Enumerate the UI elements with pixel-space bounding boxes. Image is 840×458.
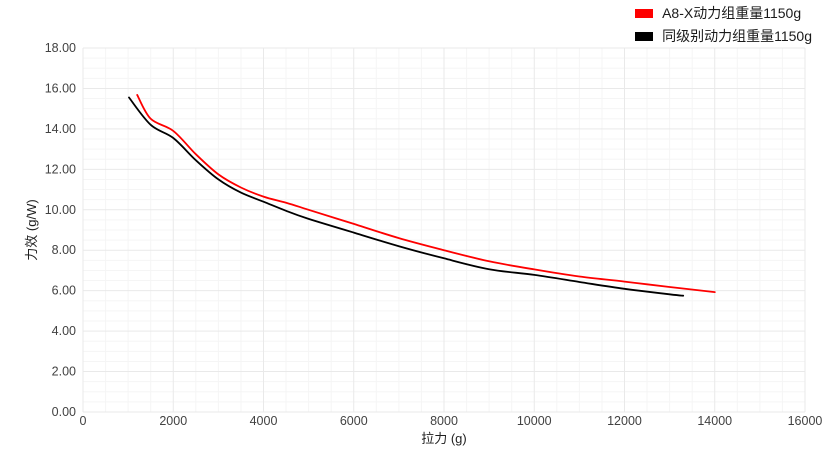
y-tick-label: 6.00 <box>52 284 76 298</box>
y-tick-label: 12.00 <box>45 162 76 176</box>
major-gridlines <box>82 47 806 413</box>
x-tick-label: 0 <box>80 414 87 428</box>
x-axis-title: 拉力 (g) <box>421 431 467 446</box>
x-tick-label: 8000 <box>430 414 458 428</box>
x-tick-label: 2000 <box>159 414 187 428</box>
x-tick-label: 16000 <box>788 414 823 428</box>
y-tick-label: 14.00 <box>45 122 76 136</box>
y-tick-label: 0.00 <box>52 405 76 419</box>
legend: A8-X动力组重量1150g 同级别动力组重量1150g <box>635 4 812 46</box>
legend-label-a8x: A8-X动力组重量1150g <box>662 5 802 21</box>
y-tick-label: 8.00 <box>52 243 76 257</box>
x-tick-label: 12000 <box>607 414 642 428</box>
y-tick-label: 2.00 <box>52 365 76 379</box>
legend-label-baseline: 同级别动力组重量1150g <box>662 28 812 44</box>
y-tick-label: 16.00 <box>45 81 76 95</box>
y-tick-label: 4.00 <box>52 324 76 338</box>
legend-swatch-red-icon <box>635 9 654 18</box>
x-tick-label: 10000 <box>517 414 552 428</box>
y-tick-label: 18.00 <box>45 41 76 55</box>
legend-item-a8x[interactable]: A8-X动力组重量1150g <box>635 4 801 23</box>
y-axis-title: 力效 (g/W) <box>24 199 39 260</box>
x-tick-label: 4000 <box>250 414 278 428</box>
x-tick-label: 14000 <box>697 414 732 428</box>
legend-item-baseline[interactable]: 同级别动力组重量1150g <box>635 27 812 46</box>
legend-swatch-black-icon <box>635 32 654 41</box>
series-curve-0 <box>136 94 716 293</box>
curve-series <box>128 94 716 297</box>
axis-tick-labels: 0 2000 4000 6000 8000 10000 12000 14000 16000 0.0… <box>45 41 823 428</box>
y-tick-label: 10.00 <box>45 203 76 217</box>
series-curve-1 <box>128 96 685 297</box>
x-tick-label: 6000 <box>340 414 368 428</box>
